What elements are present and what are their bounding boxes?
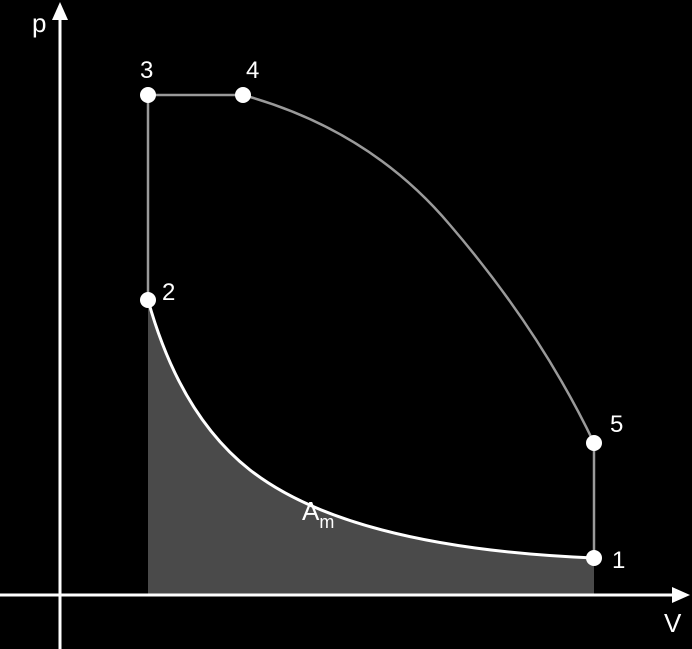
point-3 — [140, 87, 156, 103]
y-axis-label: p — [32, 8, 46, 38]
point-5 — [586, 435, 602, 451]
point-3-label: 3 — [140, 57, 153, 84]
pv-diagram: p V 1 2 3 4 5 Am — [0, 0, 692, 649]
x-axis-arrow — [672, 587, 690, 603]
curve-4-5 — [243, 95, 594, 443]
y-axis-arrow — [52, 2, 68, 20]
point-1-label: 1 — [612, 547, 625, 574]
point-1 — [586, 550, 602, 566]
point-4-label: 4 — [246, 57, 259, 84]
shaded-area-am — [148, 300, 594, 595]
point-5-label: 5 — [610, 411, 623, 438]
point-2 — [140, 292, 156, 308]
point-4 — [235, 87, 251, 103]
x-axis-label: V — [664, 608, 682, 638]
point-2-label: 2 — [162, 279, 175, 306]
